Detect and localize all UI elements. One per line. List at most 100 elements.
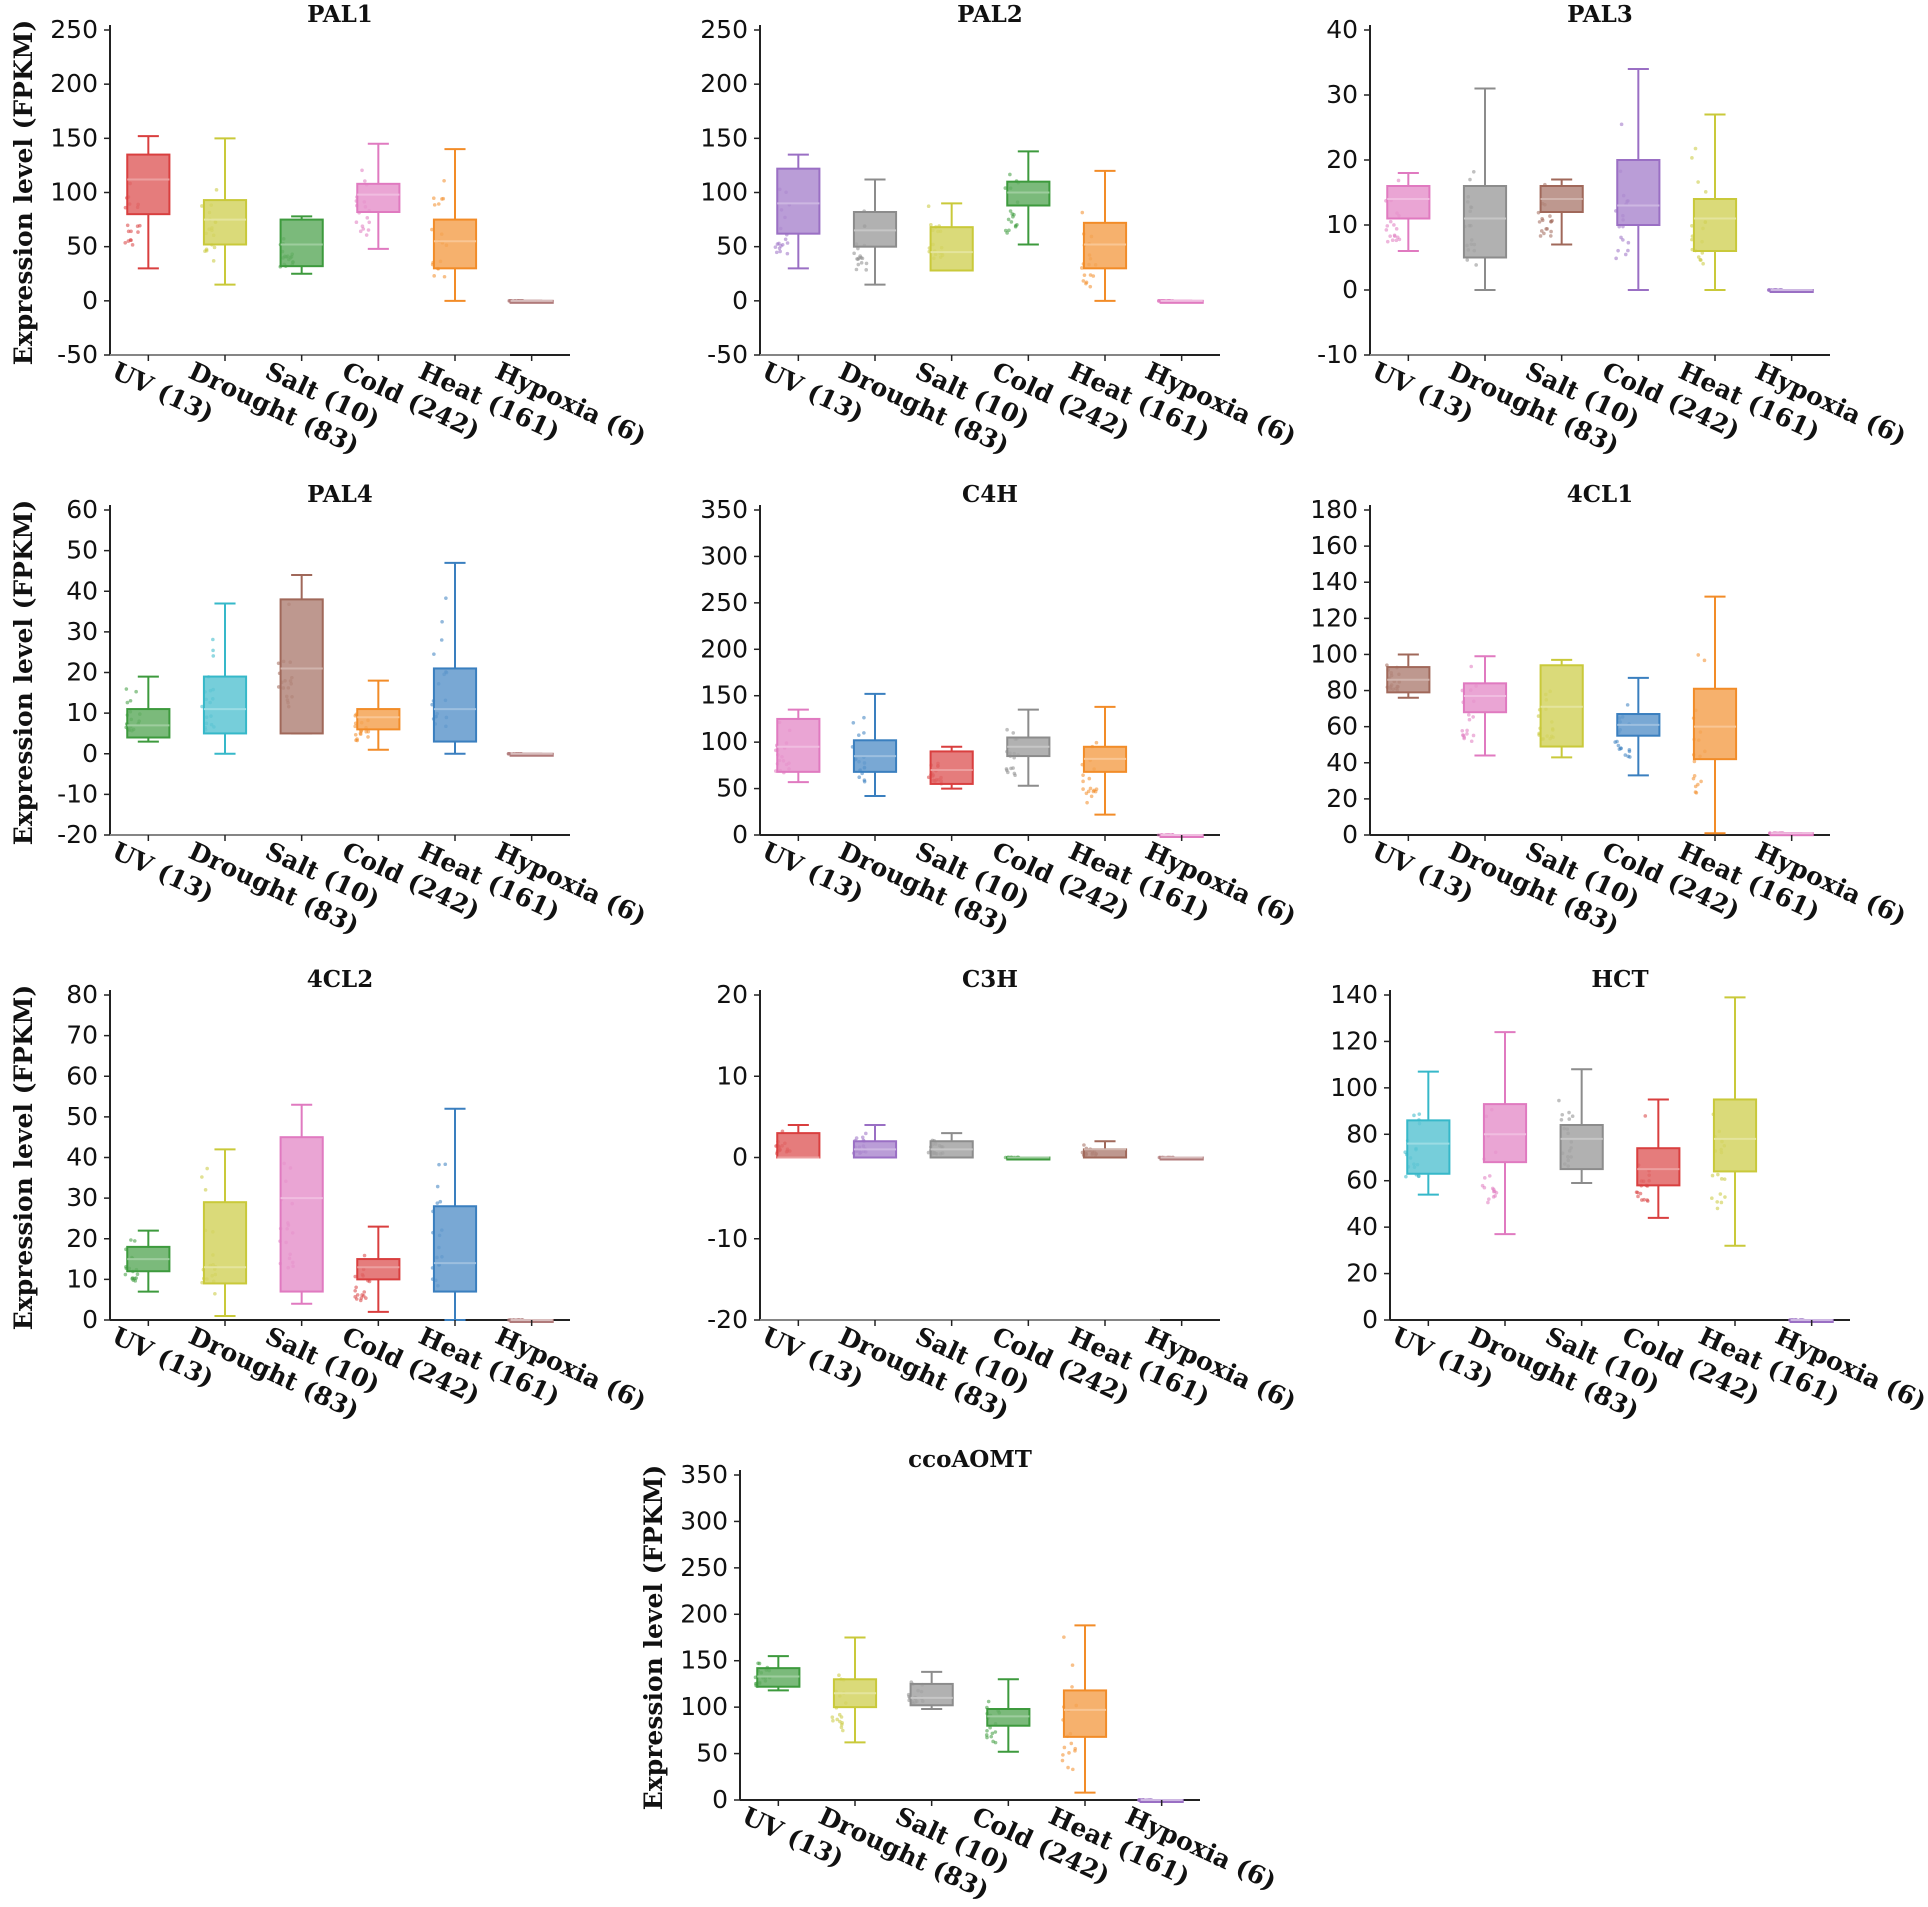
iqr-box <box>1462 682 1508 714</box>
y-tick-label: 100 <box>700 727 748 756</box>
jitter-point <box>993 1730 998 1734</box>
box-heat-161 <box>1690 113 1738 291</box>
jitter-point <box>362 1253 367 1258</box>
jitter-point <box>432 274 436 278</box>
jitter-point <box>783 237 788 242</box>
iqr-box <box>909 1682 954 1707</box>
jitter-point <box>1701 261 1705 266</box>
y-tick-label: 200 <box>680 1599 728 1628</box>
jitter-point <box>1619 235 1623 240</box>
jitter-point <box>135 224 140 229</box>
jitter-point <box>364 233 369 237</box>
jitter-point <box>1557 1098 1561 1103</box>
jitter-point <box>204 248 209 253</box>
jitter-point <box>1482 1185 1487 1190</box>
y-tick-label: 20 <box>1326 784 1358 813</box>
y-tick-label: 20 <box>66 658 98 687</box>
jitter-point <box>439 638 444 642</box>
box-salt-10 <box>1557 1068 1604 1185</box>
panel-ccoaomt: ccoAOMT Expression level (FPKM) 0 50 100 150 2… <box>639 1445 1281 1905</box>
jitter-point <box>1692 774 1697 778</box>
jitter-point <box>854 267 859 272</box>
jitter-point <box>775 242 780 246</box>
y-tick-label: 60 <box>1326 712 1358 741</box>
jitter-point <box>126 239 131 243</box>
jitter-point <box>1693 784 1698 789</box>
jitter-point <box>774 250 779 255</box>
y-tick-label: 100 <box>1310 639 1358 668</box>
chart-title: PAL1 <box>307 1 373 28</box>
jitter-point <box>1093 789 1098 794</box>
box-drought-83 <box>200 1148 248 1317</box>
jitter-point <box>1392 223 1396 227</box>
iqr-box <box>279 218 324 268</box>
jitter-point <box>1467 717 1472 722</box>
jitter-point <box>366 735 370 739</box>
jitter-point <box>1718 1192 1723 1196</box>
jitter-point <box>780 242 785 247</box>
jitter-point <box>432 203 437 207</box>
jitter-point <box>200 1175 204 1179</box>
y-tick-label: 250 <box>700 588 748 617</box>
box-salt-10 <box>278 1103 324 1305</box>
y-tick-label: 10 <box>66 1264 98 1293</box>
jitter-point <box>430 227 434 232</box>
jitter-point <box>1643 1114 1648 1118</box>
jitter-point <box>134 689 138 694</box>
jitter-point <box>864 268 869 272</box>
jitter-point <box>1417 1112 1422 1116</box>
jitter-point <box>1007 228 1011 233</box>
jitter-point <box>1080 266 1084 270</box>
y-tick-label: -50 <box>707 340 748 369</box>
y-tick-label: -20 <box>707 1305 748 1334</box>
chart-title: ccoAOMT <box>908 1446 1032 1473</box>
y-tick-label: 100 <box>700 178 748 207</box>
chart-title: 4CL1 <box>1567 481 1633 508</box>
jitter-point <box>200 204 204 208</box>
jitter-point <box>359 1296 364 1300</box>
jitter-point <box>1069 1741 1074 1746</box>
jitter-point <box>444 596 448 600</box>
y-tick-label: -10 <box>707 1224 748 1253</box>
jitter-point <box>211 637 215 642</box>
box-hypoxia-6 <box>1156 299 1204 304</box>
jitter-point <box>857 775 862 780</box>
jitter-point <box>1073 1746 1078 1751</box>
jitter-point <box>1693 146 1698 151</box>
jitter-point <box>989 1734 994 1739</box>
jitter-point <box>129 1238 133 1242</box>
y-tick-label: 200 <box>50 69 98 98</box>
box-drought-83 <box>200 602 248 755</box>
jitter-point <box>1397 237 1402 242</box>
jitter-point <box>353 1274 358 1279</box>
jitter-point <box>362 1290 367 1294</box>
y-axis-label: Expression level (FPKM) <box>9 500 38 845</box>
box-hypoxia-6 <box>1766 288 1814 293</box>
iqr-box <box>279 1136 324 1293</box>
jitter-point <box>130 243 135 247</box>
jitter-point <box>205 1166 209 1171</box>
y-tick-label: 140 <box>1330 980 1378 1009</box>
jitter-point <box>840 1721 844 1725</box>
boxplot-svg: ccoAOMT Expression level (FPKM) 0 50 100 150 2… <box>639 1446 1281 1905</box>
y-tick-label: 50 <box>716 774 748 803</box>
box-drought-83 <box>1462 87 1508 291</box>
jitter-point <box>1009 220 1014 224</box>
jitter-point <box>1640 1198 1644 1202</box>
jitter-point <box>1081 787 1085 791</box>
jitter-point <box>1062 1745 1067 1750</box>
jitter-point <box>984 1733 989 1737</box>
box-drought-83 <box>850 692 898 797</box>
jitter-point <box>1715 1200 1720 1204</box>
y-tick-label: 50 <box>66 536 98 565</box>
jitter-point <box>1487 1197 1491 1201</box>
y-tick-label: 70 <box>66 1021 98 1050</box>
jitter-point <box>1091 274 1096 278</box>
y-axis-label: Expression level (FPKM) <box>9 985 38 1330</box>
jitter-point <box>1471 169 1476 174</box>
panel-pal2: PAL2 -50 0 50 100 150 200 250 UV (13) Drought (83… <box>660 0 1301 460</box>
box-heat-161 <box>1080 169 1128 302</box>
y-tick-label: 150 <box>50 123 98 152</box>
y-tick-label: -50 <box>57 340 98 369</box>
jitter-point <box>1388 234 1392 238</box>
